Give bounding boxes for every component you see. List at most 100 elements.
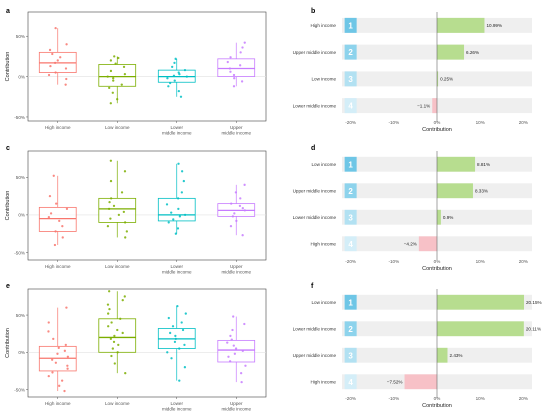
x-tick-label: 10% bbox=[476, 120, 485, 125]
category-label: High income bbox=[310, 380, 336, 385]
data-point bbox=[113, 334, 116, 338]
data-point bbox=[55, 202, 58, 205]
data-point bbox=[239, 64, 242, 67]
value-label: 6.26% bbox=[466, 50, 479, 55]
data-point bbox=[51, 358, 54, 361]
data-point bbox=[111, 91, 114, 94]
data-point bbox=[233, 77, 236, 80]
rank-badge bbox=[344, 183, 357, 199]
panel-label: f bbox=[311, 283, 314, 290]
data-point bbox=[54, 230, 57, 233]
box-low-income bbox=[98, 318, 137, 353]
data-point bbox=[123, 295, 126, 298]
data-point bbox=[173, 340, 177, 344]
data-point bbox=[124, 236, 127, 239]
category-label: Low income bbox=[311, 300, 336, 305]
box-low-income bbox=[98, 64, 137, 87]
data-point bbox=[65, 77, 68, 81]
x-tick-label: -10% bbox=[388, 120, 399, 125]
data-point bbox=[184, 312, 187, 315]
data-point bbox=[176, 227, 180, 230]
rank-badge bbox=[344, 294, 357, 310]
data-point bbox=[239, 372, 243, 375]
data-point bbox=[178, 215, 182, 218]
x-tick-label: Upper bbox=[230, 125, 243, 130]
x-tick-label: 20% bbox=[519, 259, 528, 264]
data-point bbox=[52, 174, 55, 177]
data-point bbox=[177, 207, 180, 211]
data-point bbox=[108, 290, 111, 293]
data-point bbox=[243, 183, 246, 186]
data-point bbox=[112, 77, 115, 80]
category-label: Low income bbox=[311, 77, 336, 82]
panel-a: a -50% 0% 50% Contribution High income Low inc… bbox=[5, 8, 267, 136]
x-tick-label: middle income bbox=[221, 131, 251, 136]
data-point bbox=[239, 51, 242, 54]
data-point bbox=[167, 221, 170, 224]
data-point bbox=[176, 304, 179, 308]
data-point bbox=[176, 197, 180, 200]
data-point bbox=[241, 234, 244, 237]
data-point bbox=[109, 217, 112, 220]
x-tick-label: -20% bbox=[345, 120, 356, 125]
data-point bbox=[229, 334, 232, 338]
x-tick-label: 0% bbox=[434, 396, 441, 401]
data-point bbox=[59, 56, 62, 59]
rank-badge bbox=[344, 17, 357, 33]
data-point bbox=[56, 352, 59, 355]
data-point bbox=[107, 325, 110, 328]
data-point bbox=[230, 202, 233, 205]
x-tick-label: Low income bbox=[105, 264, 130, 269]
data-point bbox=[180, 191, 183, 194]
data-point bbox=[120, 83, 123, 86]
data-point bbox=[106, 75, 109, 78]
data-point bbox=[51, 371, 54, 374]
data-point bbox=[66, 364, 69, 367]
x-tick-label: High income bbox=[45, 401, 71, 406]
value-label: 10.99% bbox=[486, 23, 502, 28]
data-point bbox=[64, 83, 67, 86]
value-bar bbox=[432, 98, 437, 114]
category-label: Upper middle income bbox=[293, 353, 337, 358]
rank-number: 3 bbox=[348, 213, 353, 222]
x-tick-label: 20% bbox=[519, 396, 528, 401]
panel-label: e bbox=[6, 283, 10, 290]
rank-number: 3 bbox=[348, 351, 353, 360]
data-point bbox=[235, 219, 238, 223]
data-point bbox=[106, 303, 110, 306]
x-tick-label: Lower bbox=[170, 401, 183, 406]
data-point bbox=[181, 328, 185, 332]
data-point bbox=[167, 316, 170, 320]
data-point bbox=[58, 384, 61, 387]
data-point bbox=[244, 364, 247, 367]
data-point bbox=[107, 312, 110, 315]
data-point bbox=[60, 379, 64, 382]
data-point bbox=[53, 61, 57, 65]
data-point bbox=[119, 317, 122, 320]
data-point bbox=[49, 64, 52, 68]
data-point bbox=[183, 68, 187, 72]
data-point bbox=[109, 159, 113, 162]
data-point bbox=[106, 225, 110, 228]
data-point bbox=[177, 89, 180, 93]
value-label: 2.43% bbox=[449, 353, 462, 358]
data-point bbox=[112, 204, 116, 208]
data-point bbox=[172, 74, 176, 77]
value-bar bbox=[404, 374, 437, 390]
data-point bbox=[233, 212, 236, 215]
data-point bbox=[229, 56, 232, 59]
x-tick-label: -10% bbox=[388, 259, 399, 264]
category-label: Lower middle income bbox=[293, 215, 337, 220]
data-point bbox=[116, 98, 119, 101]
data-point bbox=[109, 102, 112, 105]
x-tick-label: 10% bbox=[476, 396, 485, 401]
box-upper-middle-income bbox=[217, 58, 256, 77]
data-point bbox=[241, 206, 244, 210]
data-point bbox=[178, 379, 181, 382]
value-bar bbox=[437, 321, 524, 337]
x-tick-label: -10% bbox=[388, 396, 399, 401]
rank-number: 2 bbox=[348, 48, 353, 57]
data-point bbox=[241, 46, 244, 49]
data-point bbox=[112, 340, 116, 344]
data-point bbox=[54, 71, 57, 74]
